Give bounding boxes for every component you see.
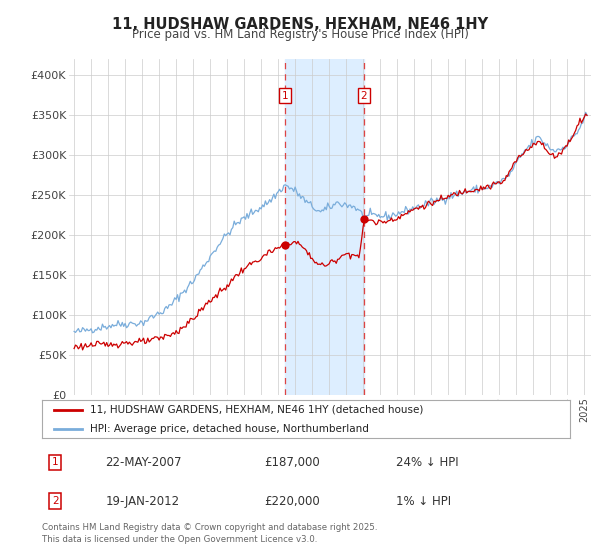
- Text: 24% ↓ HPI: 24% ↓ HPI: [396, 456, 458, 469]
- Text: £187,000: £187,000: [264, 456, 320, 469]
- Text: 11, HUDSHAW GARDENS, HEXHAM, NE46 1HY: 11, HUDSHAW GARDENS, HEXHAM, NE46 1HY: [112, 17, 488, 32]
- Bar: [285, 59, 364, 395]
- Text: 22-MAY-2007: 22-MAY-2007: [106, 456, 182, 469]
- Text: HPI: Average price, detached house, Northumberland: HPI: Average price, detached house, Nort…: [89, 424, 368, 434]
- Text: 2: 2: [361, 91, 367, 101]
- Text: 11, HUDSHAW GARDENS, HEXHAM, NE46 1HY (detached house): 11, HUDSHAW GARDENS, HEXHAM, NE46 1HY (d…: [89, 405, 423, 415]
- Text: £220,000: £220,000: [264, 494, 320, 507]
- Text: 2: 2: [52, 496, 59, 506]
- Text: 19-JAN-2012: 19-JAN-2012: [106, 494, 179, 507]
- Text: 1% ↓ HPI: 1% ↓ HPI: [396, 494, 451, 507]
- Text: 1: 1: [52, 458, 59, 468]
- Text: Contains HM Land Registry data © Crown copyright and database right 2025.
This d: Contains HM Land Registry data © Crown c…: [42, 523, 377, 544]
- Text: 1: 1: [281, 91, 288, 101]
- Text: Price paid vs. HM Land Registry's House Price Index (HPI): Price paid vs. HM Land Registry's House …: [131, 28, 469, 41]
